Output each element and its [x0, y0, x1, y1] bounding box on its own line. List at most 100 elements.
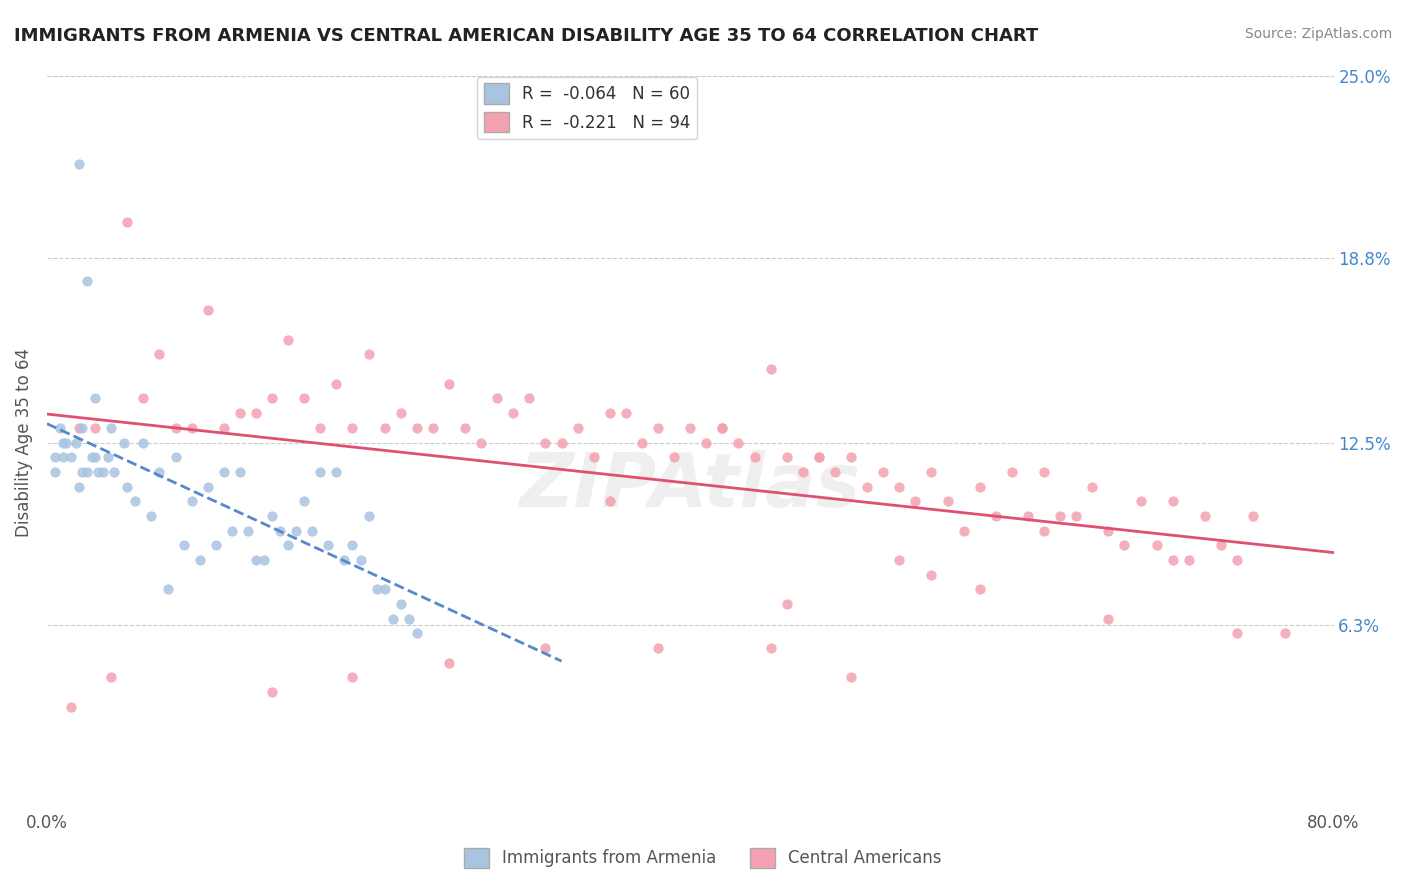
Point — [759, 641, 782, 656]
Point — [309, 465, 332, 479]
Point — [599, 494, 621, 508]
Point — [117, 479, 139, 493]
Point — [357, 347, 380, 361]
Point — [1017, 508, 1039, 523]
Point — [614, 406, 637, 420]
Point — [180, 494, 202, 508]
Point — [984, 508, 1007, 523]
Point — [60, 450, 83, 465]
Y-axis label: Disability Age 35 to 64: Disability Age 35 to 64 — [15, 348, 32, 537]
Point — [1033, 465, 1056, 479]
Point — [679, 421, 702, 435]
Point — [744, 450, 766, 465]
Point — [357, 508, 380, 523]
Point — [454, 421, 477, 435]
Point — [342, 421, 364, 435]
Legend: R =  -0.064   N = 60, R =  -0.221   N = 94: R = -0.064 N = 60, R = -0.221 N = 94 — [477, 77, 697, 139]
Point — [148, 347, 170, 361]
Point — [180, 421, 202, 435]
Point — [1097, 612, 1119, 626]
Point — [292, 392, 315, 406]
Point — [292, 494, 315, 508]
Point — [904, 494, 927, 508]
Point — [1274, 626, 1296, 640]
Point — [582, 450, 605, 465]
Point — [759, 362, 782, 376]
Point — [631, 435, 654, 450]
Point — [132, 435, 155, 450]
Point — [398, 612, 420, 626]
Point — [188, 553, 211, 567]
Point — [277, 333, 299, 347]
Point — [936, 494, 959, 508]
Point — [52, 435, 75, 450]
Point — [67, 421, 90, 435]
Point — [44, 465, 66, 479]
Point — [67, 156, 90, 170]
Point — [342, 538, 364, 552]
Point — [260, 685, 283, 699]
Point — [72, 421, 94, 435]
Point — [197, 303, 219, 318]
Point — [374, 421, 396, 435]
Point — [236, 524, 259, 538]
Point — [49, 421, 72, 435]
Point — [212, 421, 235, 435]
Point — [711, 421, 734, 435]
Point — [1129, 494, 1152, 508]
Point — [366, 582, 388, 597]
Point — [197, 479, 219, 493]
Point — [76, 274, 98, 288]
Point — [76, 465, 98, 479]
Point — [260, 508, 283, 523]
Point — [260, 392, 283, 406]
Point — [599, 406, 621, 420]
Point — [229, 465, 252, 479]
Point — [1226, 553, 1249, 567]
Point — [84, 450, 107, 465]
Point — [1241, 508, 1264, 523]
Point — [1161, 553, 1184, 567]
Point — [807, 450, 830, 465]
Point — [889, 479, 911, 493]
Point — [285, 524, 308, 538]
Point — [103, 465, 125, 479]
Point — [776, 597, 799, 611]
Point — [124, 494, 146, 508]
Point — [100, 421, 122, 435]
Point — [969, 479, 991, 493]
Point — [165, 421, 187, 435]
Point — [65, 435, 87, 450]
Point — [141, 508, 163, 523]
Point — [1097, 524, 1119, 538]
Point — [647, 641, 669, 656]
Point — [44, 450, 66, 465]
Point — [486, 392, 509, 406]
Point — [519, 392, 541, 406]
Point — [333, 553, 356, 567]
Point — [253, 553, 276, 567]
Point — [1114, 538, 1136, 552]
Point — [969, 582, 991, 597]
Point — [229, 406, 252, 420]
Point — [1226, 626, 1249, 640]
Point — [1146, 538, 1168, 552]
Point — [502, 406, 524, 420]
Point — [55, 435, 77, 450]
Point — [277, 538, 299, 552]
Text: Source: ZipAtlas.com: Source: ZipAtlas.com — [1244, 27, 1392, 41]
Point — [349, 553, 371, 567]
Point — [100, 670, 122, 684]
Point — [1081, 479, 1104, 493]
Point — [67, 479, 90, 493]
Point — [1049, 508, 1071, 523]
Point — [269, 524, 291, 538]
Point — [695, 435, 717, 450]
Point — [920, 567, 942, 582]
Point — [792, 465, 814, 479]
Point — [245, 553, 267, 567]
Point — [165, 450, 187, 465]
Point — [381, 612, 404, 626]
Point — [711, 421, 734, 435]
Point — [80, 450, 103, 465]
